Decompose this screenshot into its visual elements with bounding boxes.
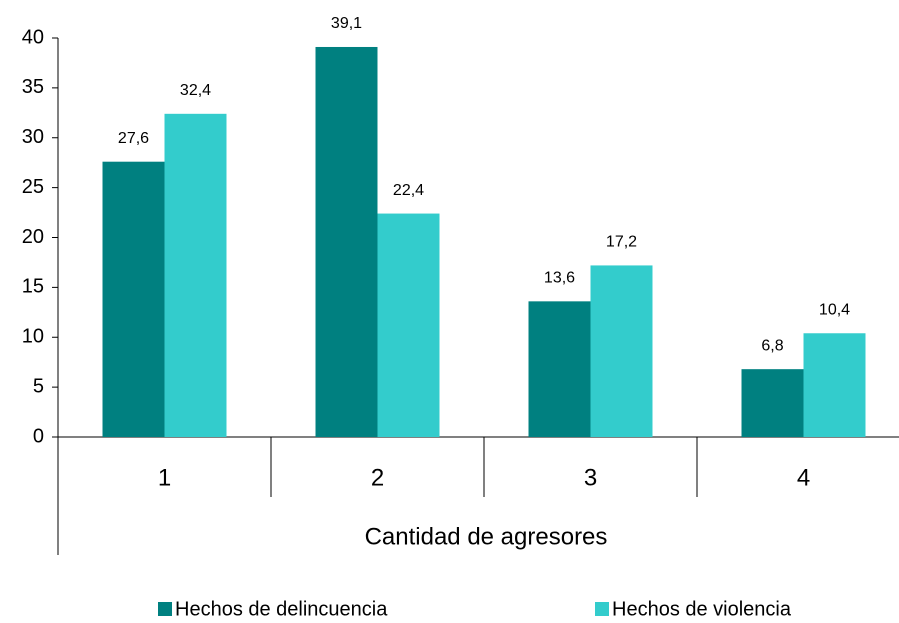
value-label: 6,8 <box>761 337 783 354</box>
x-tick-label: 4 <box>797 464 810 491</box>
y-tick-label: 30 <box>22 126 44 148</box>
legend-swatch <box>595 602 609 616</box>
value-label: 22,4 <box>393 182 424 199</box>
x-tick-label: 1 <box>158 464 171 491</box>
x-tick-label: 2 <box>371 464 384 491</box>
y-tick-label: 15 <box>22 276 44 298</box>
legend-label: Hechos de violencia <box>612 598 792 620</box>
legend-swatch <box>158 602 172 616</box>
bar <box>741 369 804 437</box>
legend-label: Hechos de delincuencia <box>175 598 388 620</box>
y-tick-label: 5 <box>33 375 44 397</box>
value-label: 10,4 <box>819 301 850 318</box>
bar <box>315 46 378 437</box>
y-tick-label: 25 <box>22 176 44 198</box>
bar <box>377 213 440 437</box>
x-axis-title: Cantidad de agresores <box>365 523 608 550</box>
value-label: 39,1 <box>331 15 362 32</box>
bar <box>164 113 227 437</box>
y-tick-label: 35 <box>22 76 44 98</box>
value-label: 32,4 <box>180 82 211 99</box>
bar <box>528 301 591 437</box>
bar <box>803 333 866 437</box>
bar <box>590 265 653 437</box>
y-tick-label: 10 <box>22 326 44 348</box>
y-tick-label: 0 <box>33 425 44 447</box>
value-label: 17,2 <box>606 234 637 251</box>
value-label: 13,6 <box>544 270 575 287</box>
y-tick-label: 40 <box>22 26 44 48</box>
value-label: 27,6 <box>118 130 149 147</box>
x-tick-label: 3 <box>584 464 597 491</box>
bar <box>102 161 165 437</box>
y-tick-label: 20 <box>22 226 44 248</box>
